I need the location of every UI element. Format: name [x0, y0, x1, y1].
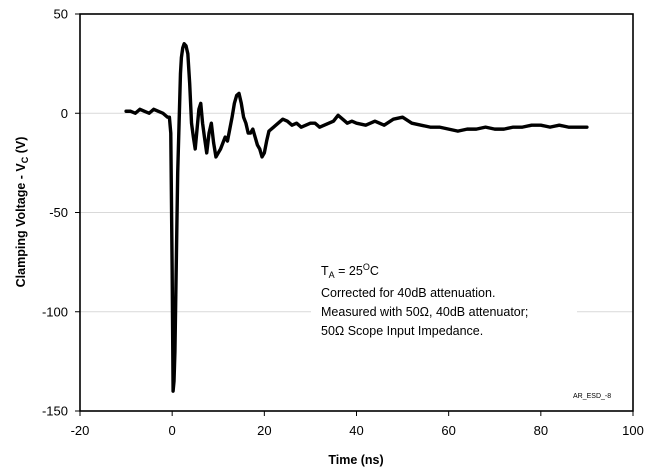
annotation-celsius: C — [370, 264, 379, 278]
y-tick-label: 50 — [54, 7, 68, 22]
annotation-ta-sub: A — [329, 270, 335, 280]
y-axis-title: Clamping Voltage - VC (V) — [14, 137, 30, 288]
x-tick-label: 80 — [534, 423, 548, 438]
annotation-line-2: Corrected for 40dB attenuation. — [321, 286, 495, 300]
annotation-line-4: 50Ω Scope Input Impedance. — [321, 324, 483, 338]
y-tick-label: -150 — [42, 404, 68, 419]
x-tick-label: 0 — [169, 423, 176, 438]
series-layer — [124, 42, 589, 393]
y-axis-title-sub: C — [20, 156, 30, 163]
y-tick-label: 0 — [61, 106, 68, 121]
axis-ticks: -150 -100 -50 0 50 -20 0 20 40 60 80 100 — [42, 7, 644, 439]
x-axis-title: Time (ns) — [328, 453, 383, 467]
x-tick-label: 20 — [257, 423, 271, 438]
annotation-degree-sup: O — [363, 262, 370, 272]
annotation-line-1: TA = 25OC — [321, 262, 379, 280]
annotation-line-3: Measured with 50Ω, 40dB attenuator; — [321, 305, 528, 319]
x-tick-label: 100 — [622, 423, 644, 438]
x-tick-label: -20 — [71, 423, 90, 438]
y-axis-title-main: Clamping Voltage - V — [14, 163, 28, 288]
y-tick-label: -100 — [42, 304, 68, 319]
y-tick-label: -50 — [49, 205, 68, 220]
x-tick-label: 40 — [349, 423, 363, 438]
series-line-0 — [124, 42, 589, 393]
annotation-ta-main: T — [321, 264, 329, 278]
reference-code: AR_ESD_-8 — [573, 393, 611, 400]
x-tick-label: 60 — [441, 423, 455, 438]
annotation-ta-rest: = 25 — [335, 264, 363, 278]
annotation-box — [311, 258, 577, 344]
y-axis-title-unit: (V) — [14, 137, 28, 157]
